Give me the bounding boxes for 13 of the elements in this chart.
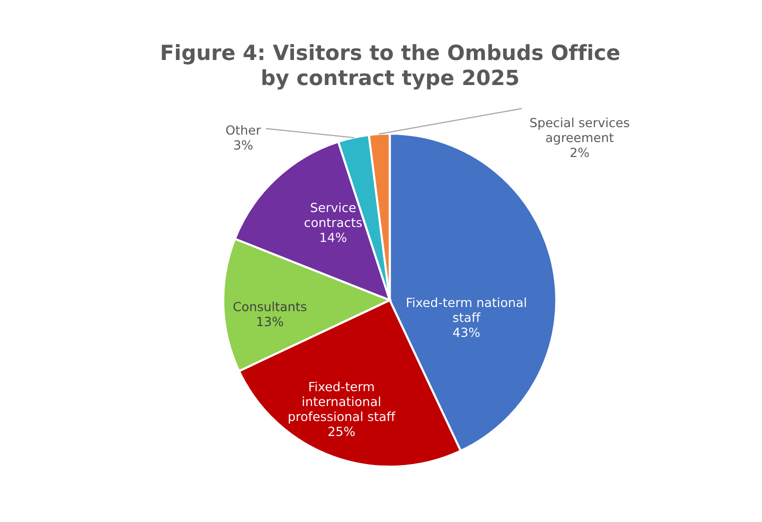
- slice-label: Special services agreement: [530, 118, 630, 145]
- slice-label: Service contracts: [304, 202, 362, 228]
- data-label: 2%: [570, 148, 589, 158]
- slice-label: Consultants: [234, 302, 306, 312]
- chart-title: Figure 4: Visitors to the Ombuds Office by contract type 2025: [162, 44, 620, 90]
- slice-label: Fixed-term international professional staff: [288, 382, 396, 424]
- data-label: 14%: [320, 232, 346, 242]
- data-label: 43%: [453, 328, 480, 338]
- slice-label: Fixed-term national staff: [406, 297, 526, 322]
- slice-label: Other: [226, 125, 261, 135]
- data-label: 13%: [257, 316, 284, 326]
- data-label: 25%: [328, 426, 355, 436]
- data-label: 3%: [234, 140, 252, 150]
